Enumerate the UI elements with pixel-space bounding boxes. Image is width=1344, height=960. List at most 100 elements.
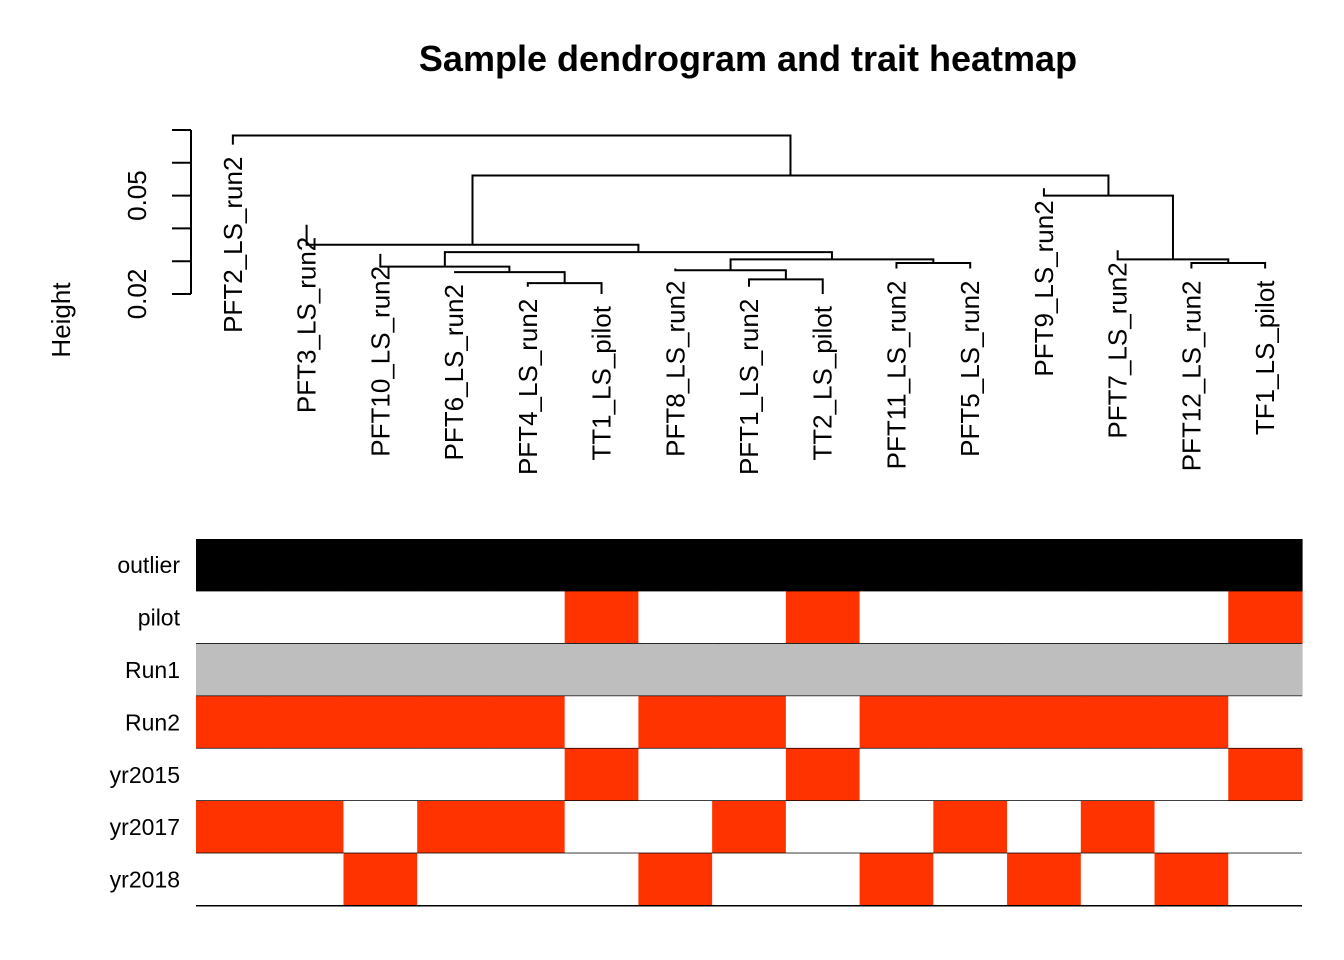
heatmap-cell bbox=[859, 591, 934, 644]
heatmap-cell bbox=[859, 853, 934, 906]
y-tick-label: 0.05 bbox=[122, 170, 152, 221]
heatmap-cell bbox=[490, 643, 566, 697]
heatmap-cell bbox=[1080, 696, 1156, 749]
heatmap-cell bbox=[196, 801, 271, 854]
sample-label: PFT11_LS_run2 bbox=[881, 280, 911, 469]
heatmap-cell bbox=[564, 801, 639, 854]
heatmap-cell bbox=[1007, 853, 1082, 906]
dendrogram-branch bbox=[526, 282, 603, 294]
y-axis: 0.02 0.05 bbox=[122, 129, 192, 320]
heatmap-cell bbox=[859, 539, 934, 592]
trait-labels: outlier pilot Run1 Run2 yr2015 yr2017 yr2018 bbox=[110, 552, 181, 892]
heatmap-cell bbox=[417, 801, 492, 854]
heatmap-cell bbox=[933, 696, 1008, 749]
heatmap-cell bbox=[785, 539, 861, 592]
heatmap-cell bbox=[1154, 853, 1229, 906]
heatmap-cell bbox=[933, 801, 1008, 854]
y-axis-label: Height bbox=[46, 282, 76, 358]
heatmap-cell bbox=[196, 696, 271, 749]
sample-label: PFT4_LS_run2 bbox=[513, 299, 543, 475]
heatmap-cell bbox=[712, 643, 787, 697]
heatmap-cell bbox=[638, 801, 713, 854]
sample-label: TT1_LS_pilot bbox=[587, 305, 617, 460]
heatmap-cell bbox=[1154, 696, 1229, 749]
heatmap-cell bbox=[269, 591, 345, 644]
heatmap-cell bbox=[490, 801, 566, 854]
heatmap-cell bbox=[1228, 539, 1303, 592]
sample-label: TT2_LS_pilot bbox=[808, 305, 838, 460]
heatmap-cell bbox=[712, 696, 787, 749]
heatmap-cell bbox=[638, 591, 713, 644]
heatmap-cell bbox=[196, 748, 271, 801]
heatmap-cell bbox=[1007, 643, 1082, 697]
heatmap-cell bbox=[417, 748, 492, 801]
heatmap-cell bbox=[196, 643, 271, 697]
heatmap-cell bbox=[490, 591, 566, 644]
heatmap-cell bbox=[564, 853, 639, 906]
heatmap-cell bbox=[712, 591, 787, 644]
heatmap-cell bbox=[785, 643, 861, 697]
dendrogram-branch bbox=[1190, 262, 1267, 269]
heatmap-cell bbox=[1228, 853, 1303, 906]
heatmap-cell bbox=[1007, 591, 1082, 644]
heatmap-cell bbox=[269, 801, 345, 854]
heatmap-cell bbox=[564, 643, 639, 697]
heatmap-cell bbox=[343, 853, 418, 906]
leaf-labels: PFT2_LS_run2 PFT3_LS_run2 PFT10_LS_run2 PFT… bbox=[218, 157, 1280, 475]
heatmap-cell bbox=[785, 853, 861, 906]
heatmap-cell bbox=[1080, 748, 1156, 801]
sample-label: PFT8_LS_run2 bbox=[660, 280, 690, 456]
heatmap-cell bbox=[1080, 643, 1156, 697]
heatmap-cell bbox=[638, 643, 713, 697]
heatmap-cell bbox=[933, 591, 1008, 644]
trait-label: yr2015 bbox=[110, 762, 180, 788]
trait-label: Run1 bbox=[125, 657, 180, 683]
dendrogram-branch bbox=[231, 134, 792, 176]
heatmap-cell bbox=[343, 801, 418, 854]
trait-label: yr2017 bbox=[110, 814, 180, 840]
heatmap-cell bbox=[417, 539, 492, 592]
trait-label: pilot bbox=[138, 605, 181, 631]
heatmap-cell bbox=[1080, 539, 1156, 592]
sample-label: PFT6_LS_run2 bbox=[439, 284, 469, 460]
chart-title: Sample dendrogram and trait heatmap bbox=[419, 38, 1077, 79]
sample-label: PFT1_LS_run2 bbox=[734, 299, 764, 475]
y-tick-label: 0.02 bbox=[122, 269, 152, 320]
heatmap-cell bbox=[196, 591, 271, 644]
dendrogram-branch bbox=[895, 262, 972, 269]
heatmap-cell bbox=[1080, 801, 1156, 854]
heatmap-cell bbox=[490, 748, 566, 801]
heatmap-cell bbox=[490, 696, 566, 749]
heatmap-cell bbox=[638, 539, 713, 592]
sample-label: PFT5_LS_run2 bbox=[955, 280, 985, 456]
dendrogram-branch bbox=[1042, 188, 1174, 260]
heatmap-cell bbox=[1080, 591, 1156, 644]
heatmap-cell bbox=[785, 748, 861, 801]
sample-label: PFT10_LS_run2 bbox=[365, 266, 395, 457]
heatmap-cell bbox=[269, 643, 345, 697]
heatmap-cell bbox=[1228, 591, 1303, 644]
heatmap-cell bbox=[859, 801, 934, 854]
heatmap-cell bbox=[933, 853, 1008, 906]
heatmap-cell bbox=[1154, 539, 1229, 592]
heatmap-cell bbox=[1080, 853, 1156, 906]
trait-label: yr2018 bbox=[110, 867, 180, 893]
heatmap-cell bbox=[269, 853, 345, 906]
heatmap-cell bbox=[933, 748, 1008, 801]
heatmap-cell bbox=[343, 748, 418, 801]
sample-label: PFT12_LS_run2 bbox=[1176, 280, 1206, 471]
heatmap-cell bbox=[564, 748, 639, 801]
heatmap-cell bbox=[1007, 539, 1082, 592]
heatmap-cell bbox=[1007, 801, 1082, 854]
dendrogram-branch bbox=[471, 174, 1110, 245]
heatmap-cell bbox=[417, 643, 492, 697]
heatmap-cell bbox=[859, 748, 934, 801]
heatmap-cell bbox=[1154, 748, 1229, 801]
heatmap-cell bbox=[417, 853, 492, 906]
heatmap-cell bbox=[417, 696, 492, 749]
heatmap-cell bbox=[638, 853, 713, 906]
heatmap-cell bbox=[269, 748, 345, 801]
heatmap-cell bbox=[785, 696, 861, 749]
dendrogram-branch bbox=[454, 271, 566, 284]
